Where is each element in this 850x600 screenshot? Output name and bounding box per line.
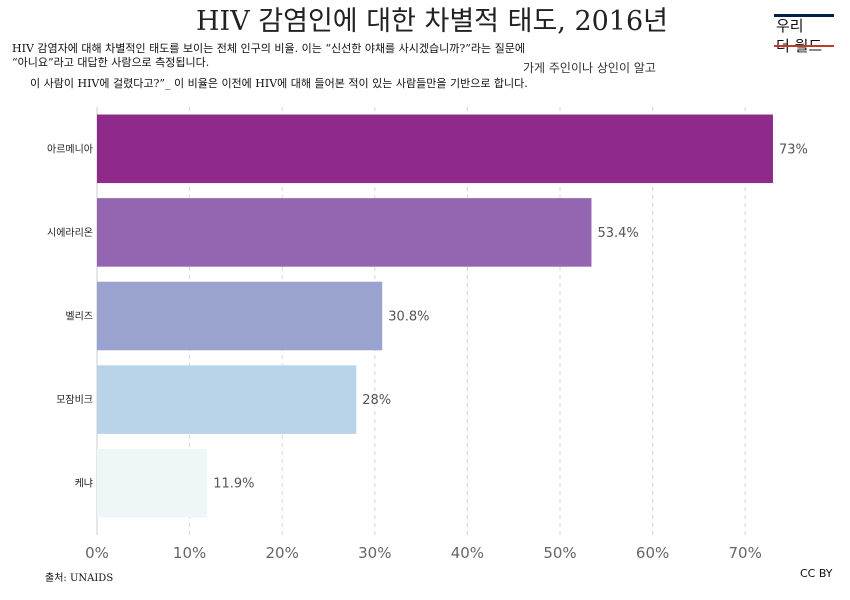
category-label: 케냐 (75, 478, 93, 490)
x-tick-label: 20% (266, 544, 299, 562)
category-label: 모잠비크 (56, 394, 93, 406)
x-tick-label: 50% (543, 544, 576, 562)
bar[interactable] (97, 448, 208, 518)
x-tick-label: 60% (636, 544, 669, 562)
x-tick-label: 40% (451, 544, 484, 562)
value-label: 53.4% (597, 226, 638, 241)
bar[interactable] (97, 114, 773, 184)
bars (97, 114, 773, 518)
category-label: 시에라리온 (47, 227, 93, 239)
category-label: 벨리즈 (65, 311, 93, 323)
value-label: 28% (362, 393, 391, 408)
labels: 0% 10% 20% 30% 40% 50% 60% 70% 아르메니아 73% 시에라리온 53.4… (47, 142, 808, 562)
logo-top-bar (774, 14, 834, 17)
bar[interactable] (97, 281, 383, 351)
value-label: 30.8% (388, 310, 429, 325)
our-world-logo[interactable]: 우리 더 월드 (774, 14, 834, 64)
license-link[interactable]: CC BY (800, 567, 833, 580)
subtitle-line-3: 가게 주인이나 상인이 알고 (523, 61, 656, 75)
source-note: 출처: UNAIDS (45, 573, 114, 584)
bar[interactable] (97, 365, 357, 434)
x-tick-label: 70% (729, 544, 762, 562)
logo-red-strike (774, 45, 834, 47)
x-tick-label: 30% (358, 544, 391, 562)
subtitle-line-1: HIV 감염자에 대해 차별적인 태도를 보이는 전체 인구의 비율. 이는 “… (12, 42, 526, 55)
bar[interactable] (97, 198, 592, 267)
subtitle-line-2: “아니요”라고 대답한 사람으로 측정됩니다. (12, 56, 210, 69)
logo-text-line-1: 우리 (776, 17, 804, 35)
subtitle-line-4: 이 사람이 HIV에 걸렸다고?”_ 이 비율은 이전에 HIV에 대해 들어본… (30, 77, 528, 90)
x-tick-label: 0% (85, 544, 109, 562)
category-label: 아르메니아 (47, 143, 93, 155)
value-label: 73% (779, 142, 808, 157)
chart-title: HIV 감염인에 대한 차별적 태도, 2016년 (196, 6, 668, 37)
x-tick-label: 10% (173, 544, 206, 562)
value-label: 11.9% (213, 477, 254, 492)
